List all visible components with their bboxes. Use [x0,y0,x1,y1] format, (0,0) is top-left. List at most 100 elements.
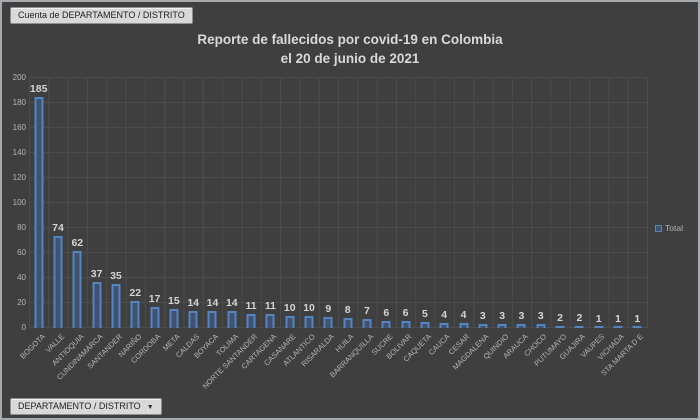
bar [323,316,333,328]
bar-column: 14 BOYACA [192,78,222,361]
bar-column: 35 SANTANDER [85,78,125,370]
x-axis-label: BOGOTA [17,332,47,361]
bar [574,325,584,328]
y-axis-tick-label: 200 [12,73,26,82]
y-axis-tick-label: 0 [21,323,26,332]
bar [285,315,295,328]
data-label: 11 [264,300,276,313]
y-axis-tick-label: 180 [12,98,26,107]
bar-column: 4 CESAR [447,78,473,357]
y-axis-tick-label: 160 [12,123,26,132]
bar-column: 8 HUILA [334,78,357,354]
data-label: 1 [634,312,641,325]
bar [516,324,526,328]
bar-column: 15 META [161,78,183,352]
bar [227,310,237,328]
bar [111,284,121,328]
bar [381,320,391,328]
data-label: 22 [129,286,142,299]
y-axis-tick-label: 100 [12,198,26,207]
bar-series-total: 185 BOGOTA 74 VALLE 62 ANTIOQUIA 37 CUNDINAMARC… [18,78,647,391]
data-label: 10 [303,301,315,314]
bar [150,306,160,328]
bar-column: 62 ANTIOQUIA [50,78,87,368]
data-label: 74 [52,221,64,234]
bar-column: 3 QUINDIO [481,78,512,361]
y-axis-tick-label: 60 [17,248,26,257]
bar-column: 2 GUAJIRA [558,78,589,362]
data-label: 14 [225,296,238,309]
legend: Total [655,223,683,233]
bar [343,318,353,328]
bar [130,300,140,328]
bar-column: 5 CAQUETA [401,78,434,364]
data-label: 10 [283,301,296,314]
data-label: 8 [344,304,351,316]
bar-column: 74 VALLE [43,78,67,355]
bar-column: 2 PUTUMAYO [532,78,569,369]
bar [536,324,546,328]
bar-column: 1 VAUPES [579,78,608,360]
legend-marker-icon [655,224,662,232]
bar-column: 6 BOLIVAR [385,78,415,361]
pivot-field-button-value[interactable]: Cuenta de DEPARTAMENTO / DISTRITO [10,7,193,24]
bar-column: 11 CARTAGENA [239,78,280,371]
bar [497,324,507,328]
bar [72,250,82,328]
y-axis-tick-label: 120 [12,173,26,182]
data-label: 11 [245,300,257,313]
y-axis-tick-label: 140 [12,148,26,157]
data-label: 5 [421,307,428,320]
chart-title-line1: Reporte de fallecidos por covid-19 en Co… [197,32,503,47]
bar [555,325,565,328]
axis-field-button[interactable]: DEPARTAMENTO / DISTRITO ▼ [10,398,162,415]
bar [632,326,642,328]
axis-field-label: DEPARTAMENTO / DISTRITO [18,401,141,411]
legend-label: Total [665,223,683,233]
bar-column: 185 BOGOTA [18,78,48,361]
bar-column: 4 CAUCA [427,78,454,357]
bar-column: 14 CALDAS [173,78,203,360]
data-label: 1 [615,312,621,325]
bar-column: 1 VICHADA [596,78,627,362]
bar [207,310,217,328]
bar-column: 7 BARRANQUILLA [328,78,376,379]
data-label: 3 [518,310,525,323]
bar [478,324,488,328]
data-label: 3 [479,310,486,323]
bar [362,319,372,328]
plot-area: 185 BOGOTA 74 VALLE 62 ANTIOQUIA 37 CUNDINAMARC… [18,77,648,391]
bar-column: 1 STA MARTA D E [600,78,647,378]
chart-title-line2: el 20 de junio de 2021 [280,51,420,66]
data-label: 35 [110,270,122,283]
bar-column: 11 NORTE SANTANDER [200,78,260,390]
bar [420,321,430,328]
bar [304,315,314,328]
data-label: 185 [29,82,48,95]
data-label: 37 [90,267,103,280]
bar [188,310,198,328]
bar-column: 10 ATLANTICO [281,78,318,368]
data-label: 3 [537,310,544,323]
bar-column: 3 MAGDALENA [451,78,492,371]
data-label: 6 [383,306,390,319]
data-label: 2 [557,311,564,324]
y-axis-tick-label: 80 [17,223,26,232]
y-axis: 0 20 40 60 80 100 120 140 160 180 200 [2,73,26,332]
data-label: 4 [460,309,467,321]
y-axis-tick-label: 40 [17,273,26,282]
bar-column: 9 RISARALDA [300,78,338,369]
bar [169,309,179,328]
data-label: 7 [364,305,370,318]
data-label: 3 [499,310,506,323]
data-label: 2 [576,311,583,324]
data-label: 14 [187,296,199,309]
bar-column: 37 CUNDINAMARCA [55,78,106,382]
data-label: 9 [325,302,332,315]
bar [246,314,256,328]
bar-column: 17 CORDOBA [129,78,164,365]
bar [92,281,102,328]
chart-title: Reporte de fallecidos por covid-19 en Co… [2,30,698,68]
bar [401,320,411,328]
